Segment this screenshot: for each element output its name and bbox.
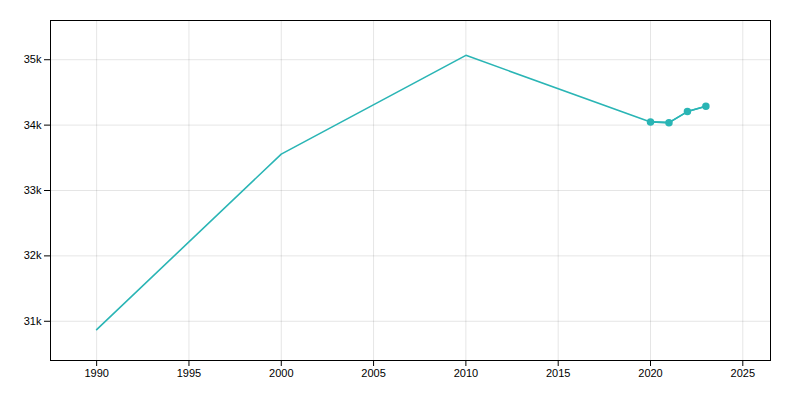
svg-text:2025: 2025 <box>731 367 755 379</box>
svg-text:33k: 33k <box>24 184 42 196</box>
svg-text:2005: 2005 <box>361 367 385 379</box>
svg-text:2015: 2015 <box>546 367 570 379</box>
svg-text:2000: 2000 <box>269 367 293 379</box>
svg-text:34k: 34k <box>24 119 42 131</box>
svg-text:32k: 32k <box>24 249 42 261</box>
svg-text:1995: 1995 <box>177 367 201 379</box>
svg-text:2010: 2010 <box>454 367 478 379</box>
svg-text:1990: 1990 <box>84 367 108 379</box>
svg-text:31k: 31k <box>24 315 42 327</box>
svg-text:2020: 2020 <box>638 367 662 379</box>
svg-text:35k: 35k <box>24 53 42 65</box>
